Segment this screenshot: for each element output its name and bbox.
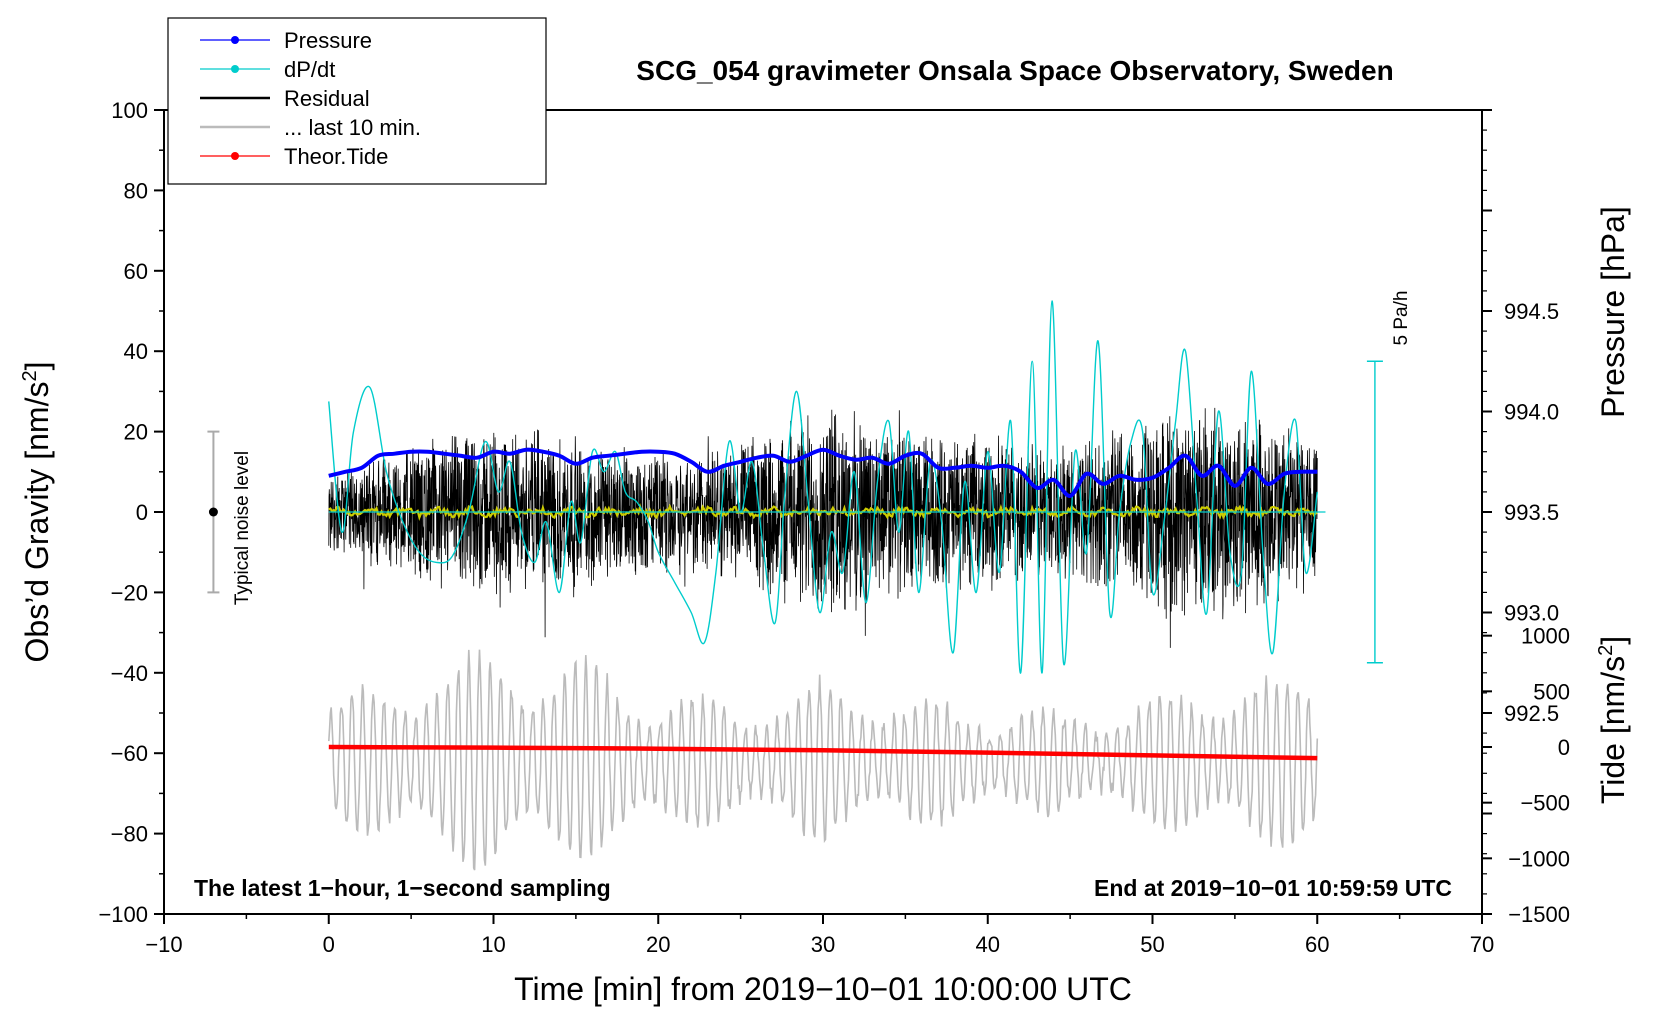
x-axis-label: Time [min] from 2019−10−01 10:00:00 UTC xyxy=(514,971,1132,1007)
y-tick-label: 20 xyxy=(124,420,148,445)
x-tick-label: 20 xyxy=(646,932,670,957)
y-label-tide-sup: 2 xyxy=(1595,645,1617,656)
y-tick-label: 80 xyxy=(124,178,148,203)
x-tick-label: 50 xyxy=(1140,932,1164,957)
x-tick-label: 0 xyxy=(323,932,335,957)
y-tick-label: 100 xyxy=(111,98,148,123)
tide-tick-label: −500 xyxy=(1520,791,1570,816)
series-pressure xyxy=(328,447,1318,498)
x-tick-label: 40 xyxy=(976,932,1000,957)
legend-label: ... last 10 min. xyxy=(284,115,421,140)
legend-label: dP/dt xyxy=(284,57,335,82)
y-label-tide-main: Tide [nm/s xyxy=(1595,656,1631,804)
y-label-left-sup: 2 xyxy=(19,370,41,381)
y-axis-label-left: Obs’d Gravity [nm/s2] xyxy=(19,362,55,663)
y-axis-left: −100 −80 −60 −40 −20 0 20 40 60 80 100 xyxy=(98,98,164,927)
dpdt-line xyxy=(328,300,1318,674)
residual-line xyxy=(328,407,1318,648)
legend-marker xyxy=(231,65,239,73)
legend-label: Pressure xyxy=(284,28,372,53)
y-label-tide-end: ] xyxy=(1595,636,1631,645)
x-tick-label: 30 xyxy=(811,932,835,957)
legend-marker xyxy=(231,36,239,44)
y-tick-label: 40 xyxy=(124,339,148,364)
legend-label: Residual xyxy=(284,86,370,111)
y-tick-label: 60 xyxy=(124,259,148,284)
tide-tick-label: 0 xyxy=(1558,735,1570,760)
legend-marker xyxy=(231,152,239,160)
last-10-min-line xyxy=(328,649,1319,871)
scale-markers xyxy=(207,360,1383,664)
pressure-line xyxy=(328,447,1318,498)
tide-tick-label: −1500 xyxy=(1508,902,1570,927)
pressure-tick-label: 994.0 xyxy=(1504,400,1559,425)
tide-tick-label: 1000 xyxy=(1521,624,1570,649)
x-axis: −10 0 10 20 30 40 50 60 70 xyxy=(145,914,1494,957)
tide-tick-label: −1000 xyxy=(1508,846,1570,871)
series-dpdt xyxy=(328,300,1326,674)
y-label-left-main: Obs’d Gravity [nm/s xyxy=(19,382,55,663)
y-tick-label: −80 xyxy=(111,822,148,847)
noise-level-label: Typical noise level xyxy=(232,451,253,605)
y-axis-tide: −1500 −1000 −500 0 500 1000 xyxy=(1482,624,1570,927)
y-axis-label-tide: Tide [nm/s2] xyxy=(1595,636,1631,804)
noise-bar-center xyxy=(208,507,218,517)
x-tick-label: 70 xyxy=(1470,932,1494,957)
y-tick-label: 0 xyxy=(136,500,148,525)
series-last-10-min xyxy=(328,649,1319,871)
annotation-sampling: The latest 1−hour, 1−second sampling xyxy=(194,875,611,901)
x-tick-label: −10 xyxy=(145,932,182,957)
pressure-tick-label: 993.0 xyxy=(1504,601,1559,626)
y-tick-label: −100 xyxy=(98,902,148,927)
tide-tick-label: 500 xyxy=(1533,679,1570,704)
y-axis-pressure: 992.5 993.0 993.5 994.0 994.5 xyxy=(1482,109,1559,915)
series-residual xyxy=(328,407,1318,648)
pressure-tick-label: 994.5 xyxy=(1504,299,1559,324)
series-theor-tide xyxy=(328,744,1318,761)
pressure-tick-label: 992.5 xyxy=(1504,701,1559,726)
x-tick-label: 10 xyxy=(481,932,505,957)
x-tick-label: 60 xyxy=(1305,932,1329,957)
legend-label: Theor.Tide xyxy=(284,144,388,169)
chart-title: SCG_054 gravimeter Onsala Space Observat… xyxy=(636,55,1393,86)
y-tick-label: −40 xyxy=(111,661,148,686)
pressure-tick-label: 993.5 xyxy=(1504,500,1559,525)
y-tick-label: −60 xyxy=(111,741,148,766)
y-label-left-end: ] xyxy=(19,362,55,371)
y-tick-label: −20 xyxy=(111,580,148,605)
rate-scale-label: 5 Pa/h xyxy=(1391,291,1412,346)
y-axis-label-pressure: Pressure [hPa] xyxy=(1595,206,1631,418)
tide-line xyxy=(328,744,1318,761)
legend: Pressure dP/dt Residual ... last 10 min. The… xyxy=(167,17,547,185)
annotation-end-time: End at 2019−10−01 10:59:59 UTC xyxy=(1094,875,1452,901)
